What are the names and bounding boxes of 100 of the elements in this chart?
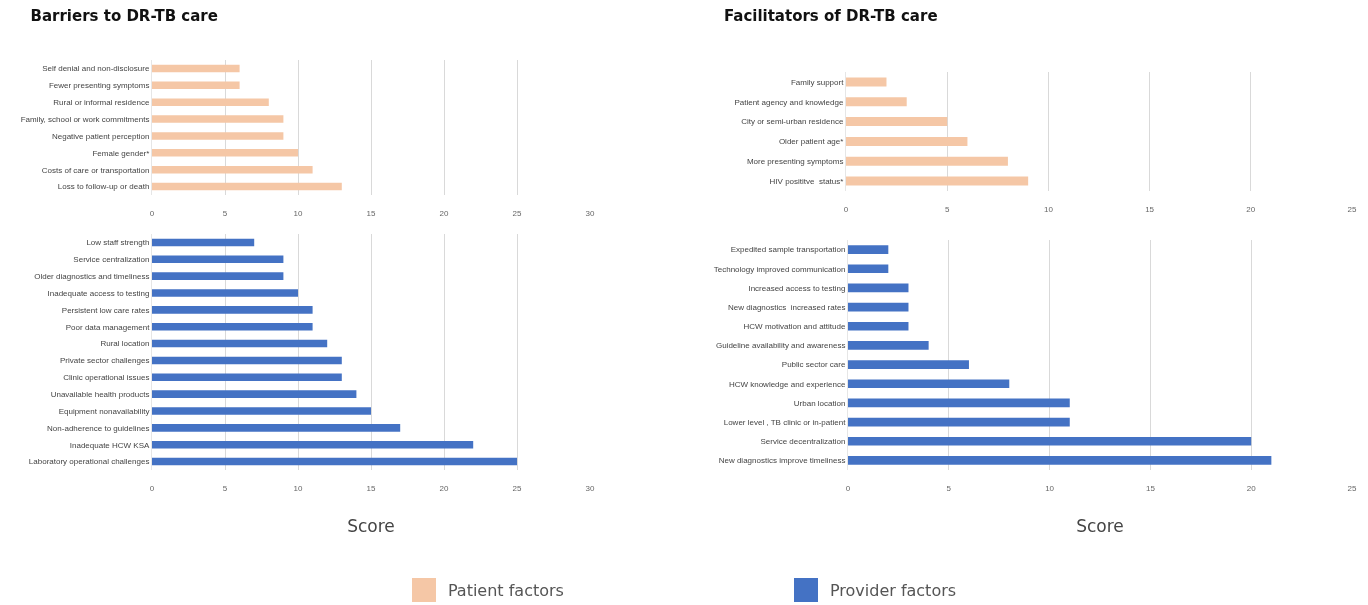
x-axis-title: Score: [347, 516, 395, 537]
bar: [152, 98, 269, 106]
bar: [848, 341, 929, 350]
y-tick-label: Rural or informal residence: [53, 97, 150, 107]
x-tick-label: 0: [843, 205, 849, 214]
bar: [152, 289, 298, 297]
bar: [152, 182, 342, 191]
bar: [848, 379, 1010, 389]
y-tick-label: Family, school or work commitments: [20, 114, 150, 124]
x-tick-label: 0: [845, 484, 851, 493]
x-axis-title: Score: [1076, 516, 1124, 537]
y-tick-label: Low staff strength: [86, 238, 150, 248]
bar: [152, 457, 517, 466]
x-tick-label: 20: [439, 484, 449, 493]
y-tick-label: Older diagnostics and timeliness: [34, 271, 150, 281]
y-tick-label: Loss to follow-up or death: [57, 182, 150, 192]
y-tick-label: Fewer presenting symptoms: [48, 81, 150, 91]
bar: [846, 77, 887, 87]
bar: [152, 306, 313, 314]
y-tick-label: Unavailable health products: [50, 389, 150, 399]
y-tick-label: City or semi-urban residence: [741, 117, 844, 127]
bar: [848, 417, 1070, 427]
x-tick-label: 25: [1347, 205, 1357, 214]
y-tick-label: Patient agency and knowledge: [734, 97, 844, 107]
bar: [846, 117, 948, 127]
y-tick-label: Non-adherence to guidelines: [47, 423, 150, 433]
chart-title: Facilitators of DR-TB care: [723, 7, 938, 26]
x-tick-label: 30: [585, 484, 595, 493]
y-tick-label: Older patient age*: [778, 137, 844, 147]
x-tick-label: 10: [1043, 205, 1054, 214]
y-tick-label: Costs of care or transportation: [41, 165, 150, 175]
x-tick-label: 10: [293, 484, 303, 493]
y-tick-label: Negative patient perception: [51, 131, 150, 141]
x-tick-label: 10: [1045, 484, 1055, 493]
y-tick-label: More presenting symptoms: [746, 157, 844, 167]
bar: [848, 245, 889, 254]
x-tick-label: 15: [366, 484, 376, 493]
x-tick-label: 15: [366, 209, 376, 218]
y-tick-label: Private sector challenges: [60, 356, 150, 366]
y-tick-label: Equipment nonavailability: [58, 406, 150, 416]
y-tick-label: HCW motivation and attitude: [743, 322, 846, 332]
bar: [848, 398, 1070, 408]
x-tick-label: 30: [585, 209, 595, 218]
x-tick-label: 0: [149, 209, 155, 218]
bar: [152, 322, 313, 331]
y-tick-label: Female gender*: [92, 148, 150, 158]
bar: [848, 302, 909, 312]
y-tick-label: Service centralization: [73, 255, 150, 265]
bar: [152, 373, 342, 382]
y-tick-label: HIV posititve status*: [769, 176, 844, 186]
x-tick-label: 20: [439, 209, 449, 218]
y-tick-label: Clinic operational issues: [63, 373, 150, 383]
bar: [848, 360, 969, 369]
y-tick-label: Lower level , TB clinic or in-patient: [723, 417, 847, 427]
bar: [848, 456, 1272, 465]
bar: [152, 272, 284, 280]
y-tick-label: Expedited sample transportation: [730, 245, 846, 255]
bar: [846, 136, 968, 146]
chart-title: Barriers to DR-TB care: [30, 7, 218, 26]
bar: [152, 356, 342, 365]
bar: [152, 115, 284, 123]
x-tick-label: 15: [1145, 205, 1155, 214]
x-tick-label: 25: [512, 209, 522, 218]
x-tick-label: 5: [222, 209, 228, 218]
bar: [152, 64, 240, 73]
y-tick-label: HCW knowledge and experience: [728, 379, 846, 389]
legend-label: Patient factors: [447, 580, 564, 600]
x-tick-label: 0: [149, 484, 155, 493]
y-tick-label: New diagnostics increased rates: [728, 302, 846, 312]
bar: [152, 390, 357, 398]
y-tick-label: Self denial and non-disclosure: [42, 64, 150, 74]
bar: [848, 321, 909, 331]
x-tick-label: 5: [944, 205, 950, 214]
bar: [152, 238, 255, 247]
bar: [846, 97, 907, 107]
x-tick-label: 5: [222, 484, 228, 493]
y-tick-label: Laboratory operational challenges: [28, 457, 150, 467]
bar: [152, 407, 371, 415]
bar: [848, 436, 1252, 446]
bar: [848, 264, 889, 274]
y-tick-label: Inadequate HCW KSA: [69, 440, 151, 450]
x-tick-label: 5: [946, 484, 952, 493]
bar: [152, 132, 284, 140]
bar: [152, 339, 328, 348]
bar: [846, 176, 1029, 186]
x-tick-label: 20: [1246, 205, 1256, 214]
bar: [152, 424, 401, 432]
y-tick-label: Service decentralization: [760, 437, 846, 447]
y-tick-label: Technology improved communication: [713, 264, 846, 274]
bar: [152, 165, 313, 174]
y-tick-label: Inadequate access to testing: [47, 288, 150, 298]
bar: [846, 156, 1008, 166]
y-tick-label: Persistent low care rates: [61, 305, 150, 315]
y-tick-label: Urban location: [793, 398, 846, 408]
bar: [152, 255, 284, 264]
y-tick-label: Guideline availability and awareness: [715, 341, 846, 351]
y-tick-label: Family support: [790, 77, 845, 87]
bar: [152, 81, 240, 90]
x-tick-label: 10: [293, 209, 303, 218]
bar: [152, 440, 474, 449]
